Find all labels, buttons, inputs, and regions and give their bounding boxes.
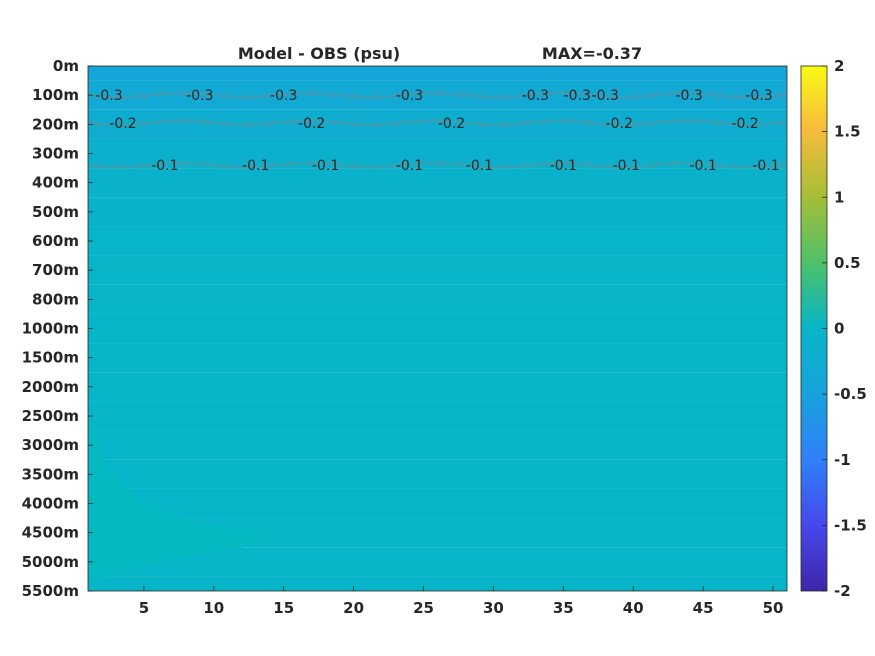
contour-label: -0.3 xyxy=(522,88,549,104)
field-band xyxy=(88,168,787,198)
y-tick-label: 2500m xyxy=(22,407,79,425)
y-tick-label: 300m xyxy=(32,145,79,163)
field-band xyxy=(88,459,787,489)
chart-title: Model - OBS (psu) xyxy=(238,44,400,63)
colorbar-tick-label: -2 xyxy=(834,582,851,600)
x-tick-label: 5 xyxy=(139,599,149,617)
contour-label: -0.2 xyxy=(606,116,633,132)
contour-label: -0.2 xyxy=(731,116,758,132)
contour-line xyxy=(88,160,787,171)
contour-label: -0.2 xyxy=(438,116,465,132)
contour-label: -0.3 xyxy=(396,88,423,104)
contour-line xyxy=(88,117,787,128)
field-band xyxy=(88,576,787,591)
x-tick-label: 25 xyxy=(413,599,434,617)
deep-water-anomaly xyxy=(88,420,275,580)
contour-label: -0.1 xyxy=(242,158,269,174)
contour-label: -0.3 xyxy=(95,88,122,104)
contour-label: -0.2 xyxy=(298,116,325,132)
y-tick-label: 3000m xyxy=(22,436,79,454)
y-tick-label: 100m xyxy=(32,86,79,104)
contour-label: -0.1 xyxy=(689,158,716,174)
x-tick-label: 45 xyxy=(693,599,714,617)
colorbar-tick-label: 1.5 xyxy=(834,123,861,141)
field-band xyxy=(88,197,787,227)
x-tick-label: 35 xyxy=(553,599,574,617)
field-band xyxy=(88,401,787,431)
colorbar-tick-label: -0.5 xyxy=(834,385,867,403)
contour-label: -0.1 xyxy=(151,158,178,174)
y-tick-label: 200m xyxy=(32,115,79,133)
y-tick-label: 4500m xyxy=(22,524,79,542)
field-band xyxy=(88,66,787,81)
plot-area: -0.3 -0.3 -0.3 -0.3 -0.3 -0.3 -0.3 -0.3 -0.3-0.2… xyxy=(88,66,787,591)
contour-label: -0.1 xyxy=(550,158,577,174)
contour-label: -0.3 xyxy=(745,88,772,104)
max-value-label: MAX=-0.37 xyxy=(542,44,642,63)
colorbar-tick-label: 0.5 xyxy=(834,254,861,272)
y-tick-label: 800m xyxy=(32,290,79,308)
y-tick-label: 2000m xyxy=(22,378,79,396)
y-tick-label: 600m xyxy=(32,232,79,250)
contour-label: -0.3 xyxy=(564,88,591,104)
x-tick-label: 30 xyxy=(483,599,504,617)
colorbar-tick-label: 2 xyxy=(834,57,844,75)
contour-label: -0.1 xyxy=(613,158,640,174)
field-band xyxy=(88,488,787,519)
contour-label: -0.3 xyxy=(270,88,297,104)
y-tick-label: 500m xyxy=(32,203,79,221)
colorbar-tick-label: 1 xyxy=(834,188,844,206)
contour-label: -0.3 xyxy=(592,88,619,104)
y-tick-label: 1500m xyxy=(22,349,79,367)
contour-label: -0.3 xyxy=(186,88,213,104)
field-band xyxy=(88,343,787,373)
contour-label: -0.1 xyxy=(752,158,779,174)
y-tick-label: 0m xyxy=(53,57,79,75)
y-tick-label: 700m xyxy=(32,261,79,279)
x-tick-label: 15 xyxy=(273,599,294,617)
colorbar-tick-label: -1.5 xyxy=(834,516,867,534)
y-tick-label: 4000m xyxy=(22,495,79,513)
y-tick-label: 3500m xyxy=(22,465,79,483)
x-tick-label: 20 xyxy=(343,599,364,617)
field-band xyxy=(88,109,787,139)
contour-label: -0.1 xyxy=(466,158,493,174)
field-band xyxy=(88,430,787,460)
x-tick-label: 40 xyxy=(623,599,644,617)
y-tick-label: 5000m xyxy=(22,553,79,571)
contour-label: -0.1 xyxy=(312,158,339,174)
colorbar-tick-label: -1 xyxy=(834,451,851,469)
contour-label: -0.3 xyxy=(675,88,702,104)
y-tick-label: 400m xyxy=(32,174,79,192)
contour-label: -0.1 xyxy=(396,158,423,174)
y-tick-label: 5500m xyxy=(22,582,79,600)
field-band xyxy=(88,372,787,402)
field-band xyxy=(88,255,787,285)
field-band xyxy=(88,226,787,256)
y-tick-label: 1000m xyxy=(22,320,79,338)
contour-line xyxy=(88,90,787,101)
colorbar-tick-label: 0 xyxy=(834,320,844,338)
field-band xyxy=(88,313,787,344)
field-band xyxy=(88,284,787,314)
x-tick-label: 10 xyxy=(203,599,224,617)
contour-label: -0.2 xyxy=(109,116,136,132)
x-tick-label: 50 xyxy=(763,599,784,617)
